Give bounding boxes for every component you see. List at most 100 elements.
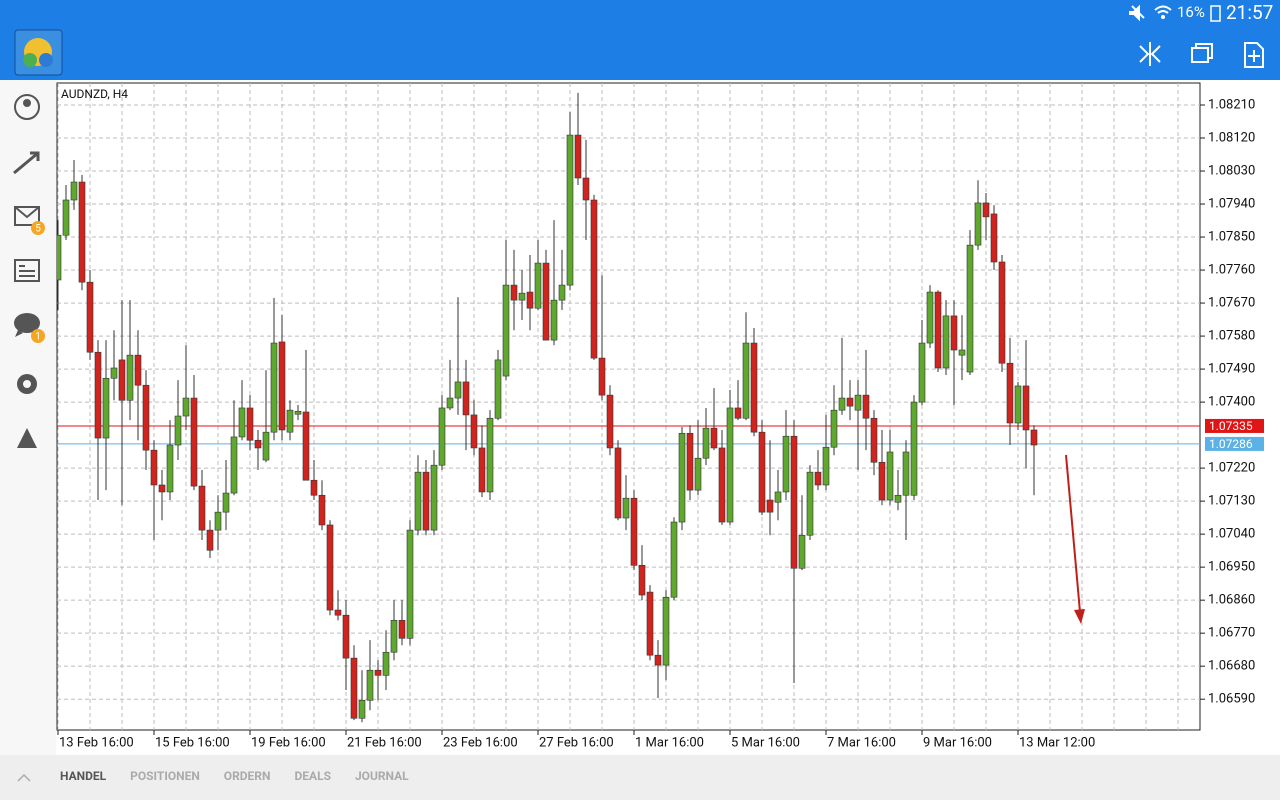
candle-body: [678, 432, 686, 523]
candle-body: [406, 529, 414, 639]
candle-body: [374, 669, 382, 676]
axes: 1.08210 1.08120 1.08030 1.07940 1.07850 1.077…: [57, 97, 1264, 750]
candle-body: [270, 342, 278, 433]
candle-body: [134, 354, 142, 386]
candle-body: [982, 202, 990, 218]
expand-icon[interactable]: [17, 773, 31, 782]
candle-body: [950, 315, 958, 351]
candle-body: [310, 479, 318, 496]
toolbar-icons[interactable]: [1139, 42, 1264, 68]
candle-body: [390, 620, 398, 653]
y-tick-label: 1.07850: [1208, 229, 1255, 244]
candle-body: [86, 281, 94, 353]
clock: 21:57: [1226, 1, 1273, 24]
candle-body: [334, 609, 342, 616]
x-tick-label: 9 Mar 16:00: [923, 735, 992, 750]
candle-body: [246, 407, 254, 441]
candle-body: [550, 299, 558, 341]
x-tick-label: 5 Mar 16:00: [731, 735, 800, 750]
candle-body: [542, 262, 550, 341]
candle-body: [630, 497, 638, 566]
candle-body: [414, 471, 422, 531]
candle-body: [694, 457, 702, 491]
candle-body: [774, 491, 782, 503]
candles: [57, 92, 1038, 723]
candle-body: [742, 342, 750, 419]
candle-body: [150, 449, 158, 486]
candle-body: [294, 410, 302, 415]
x-tick-label: 19 Feb 16:00: [251, 735, 326, 750]
tab[interactable]: JOURNAL: [355, 769, 409, 783]
candle-body: [1022, 385, 1030, 431]
price-tag-label: 1.07286: [1209, 437, 1253, 451]
candle-body: [566, 134, 574, 286]
candle-body: [638, 565, 646, 596]
candle-body: [766, 499, 774, 513]
candle-body: [862, 394, 870, 419]
y-tick-label: 1.07490: [1208, 362, 1255, 377]
status-icons: [1129, 4, 1221, 22]
candle-body: [278, 341, 286, 431]
sidebar: [0, 80, 56, 755]
y-tick-label: 1.06680: [1208, 659, 1255, 674]
candle-body: [70, 181, 78, 201]
candle-body: [990, 213, 998, 263]
price-tag: [1205, 436, 1264, 451]
candle-body: [606, 394, 614, 449]
y-tick-label: 1.07130: [1208, 494, 1255, 509]
tab[interactable]: HANDEL: [60, 769, 107, 783]
candle-body: [102, 377, 110, 439]
y-tick-label: 1.07040: [1208, 527, 1255, 542]
candle-body: [57, 234, 62, 281]
candle-body: [430, 464, 438, 531]
candle-body: [598, 357, 606, 396]
candle-body: [910, 401, 918, 496]
price-tag: [1205, 418, 1264, 433]
candle-body: [342, 614, 350, 659]
candle-body: [454, 381, 462, 399]
y-tick-label: 1.07670: [1208, 296, 1255, 311]
candle-body: [366, 669, 374, 701]
candle-body: [590, 199, 598, 359]
y-tick-label: 1.07220: [1208, 461, 1255, 476]
candle-body: [782, 435, 790, 493]
candle-body: [190, 397, 198, 487]
candle-body: [702, 427, 710, 459]
candle-body: [1014, 385, 1022, 424]
candle-body: [814, 471, 822, 486]
candle-body: [262, 431, 270, 461]
y-tick-label: 1.08120: [1208, 130, 1255, 145]
y-tick-label: 1.06770: [1208, 626, 1255, 641]
mail-badge: 5: [35, 224, 41, 235]
candle-body: [902, 451, 910, 496]
app-logo[interactable]: [14, 29, 63, 76]
candle-body: [238, 407, 246, 438]
candle-body: [646, 591, 654, 656]
x-tick-label: 23 Feb 16:00: [443, 735, 518, 750]
x-tick-label: 15 Feb 16:00: [155, 735, 230, 750]
candle-body: [174, 415, 182, 446]
candle-body: [558, 284, 566, 301]
candle-body: [286, 409, 294, 433]
candle-body: [494, 359, 502, 419]
candle-body: [734, 407, 742, 419]
sidebar-icons[interactable]: [13, 94, 40, 448]
tab[interactable]: DEALS: [294, 769, 331, 783]
candle-body: [110, 367, 118, 379]
candle-body: [486, 417, 494, 493]
tab[interactable]: ORDERN: [224, 769, 271, 783]
candle-body: [422, 471, 430, 531]
candle-body: [206, 529, 214, 551]
candle-body: [798, 534, 806, 569]
candle-body: [254, 439, 262, 449]
y-tick-label: 1.08210: [1208, 97, 1255, 112]
candle-body: [350, 657, 358, 719]
candle-body: [846, 397, 854, 407]
candle-body: [214, 511, 222, 531]
candle-body: [470, 414, 478, 449]
candle-body: [790, 435, 798, 569]
candle-body: [382, 651, 390, 676]
tab[interactable]: POSITIONEN: [130, 769, 200, 783]
y-tick-label: 1.06950: [1208, 560, 1255, 575]
